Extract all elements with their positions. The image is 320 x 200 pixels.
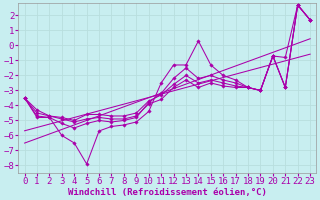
X-axis label: Windchill (Refroidissement éolien,°C): Windchill (Refroidissement éolien,°C) — [68, 188, 267, 197]
